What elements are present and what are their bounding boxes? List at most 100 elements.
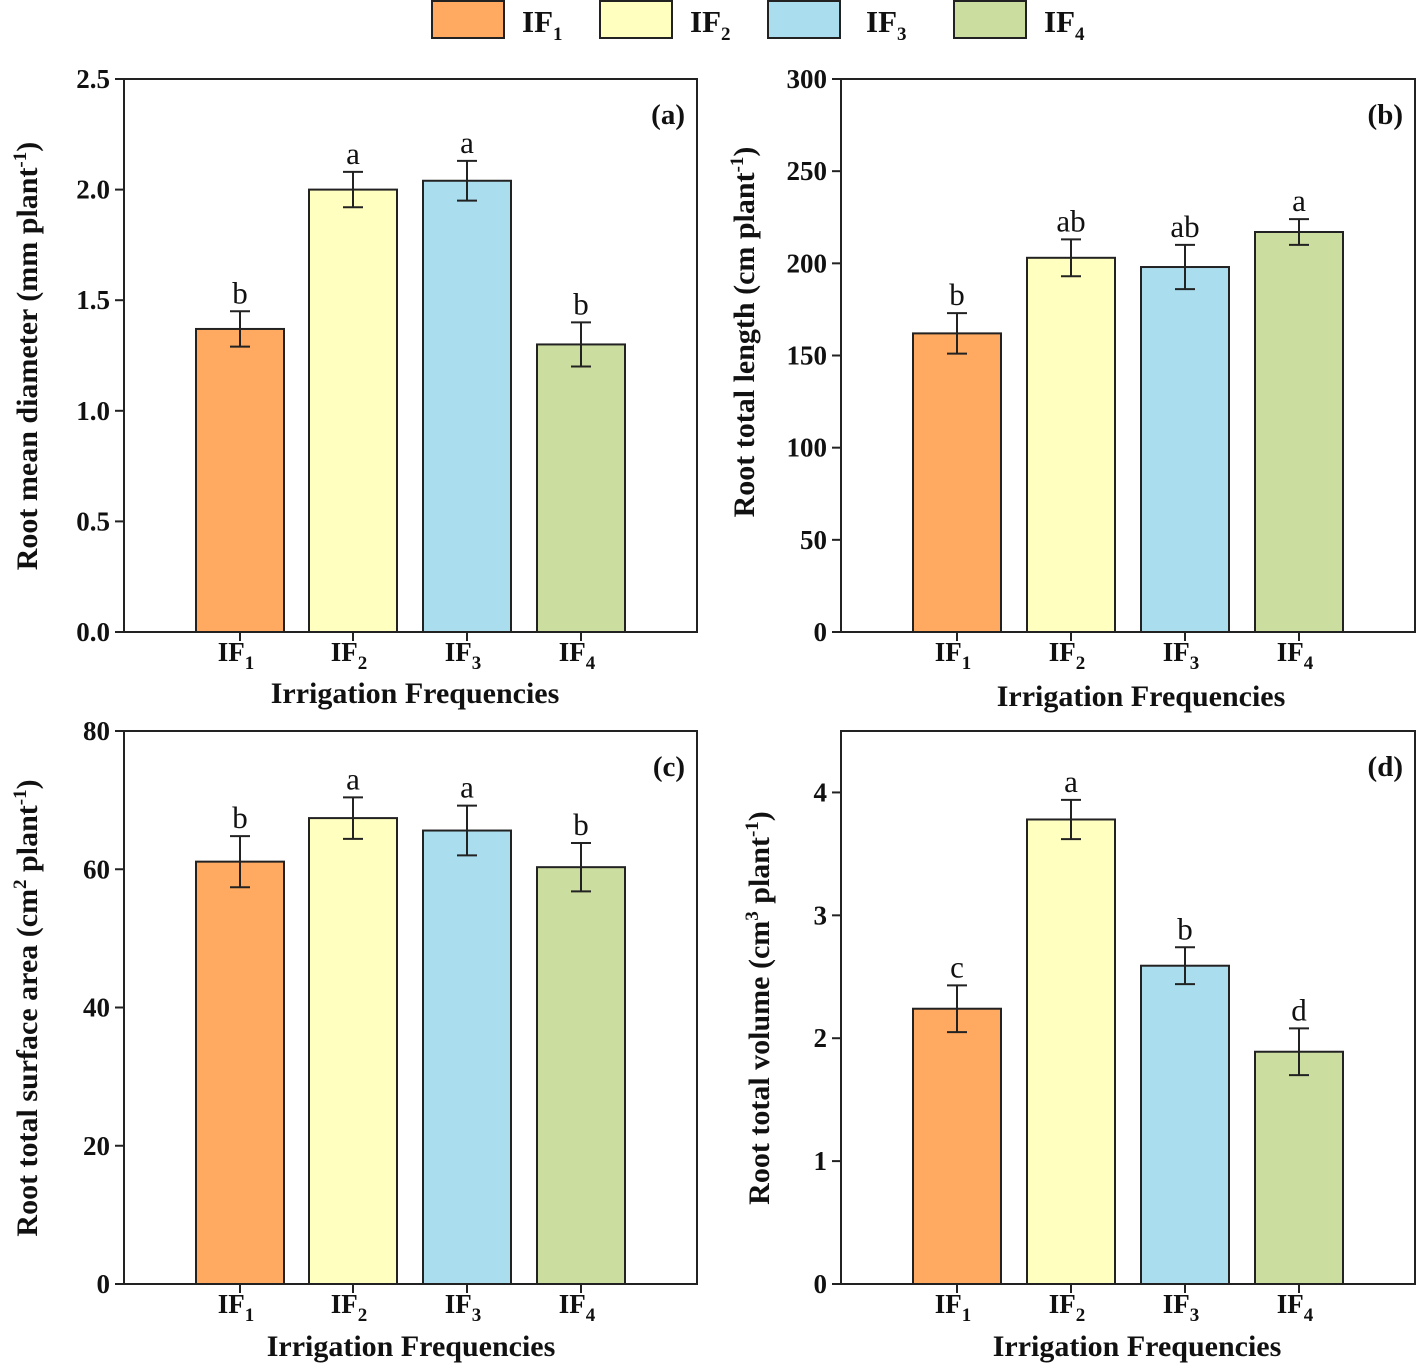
x-tick-label-IF2: IF2 <box>331 637 368 674</box>
legend-swatch-2 <box>599 0 673 39</box>
y-axis-title: Root mean diameter (mm plant-1) <box>10 142 44 571</box>
x-tick-label-IF1-base: IF <box>218 637 245 667</box>
y-tick-label: 0.5 <box>76 506 110 536</box>
significance-letter-IF1: b <box>232 275 248 310</box>
x-tick-label-IF3-sub: 3 <box>1190 1305 1200 1326</box>
significance-letter-IF2: ab <box>1056 203 1085 238</box>
bar-IF2 <box>1026 256 1116 633</box>
bar-IF4 <box>1254 230 1344 633</box>
x-tick-label-IF3-base: IF <box>1163 637 1190 667</box>
y-axis-title-mid: plant <box>743 837 776 911</box>
legend-swatch-3 <box>767 0 841 39</box>
y-tick-label: 4 <box>814 777 828 807</box>
bar-IF1 <box>912 332 1002 633</box>
significance-letter-IF2: a <box>346 136 360 171</box>
x-axis-title: Irrigation Frequencies <box>267 1330 556 1363</box>
y-axis-title-mid: plant <box>11 805 44 879</box>
x-tick-label-IF4-base: IF <box>1277 637 1304 667</box>
x-tick-label-IF2-sub: 2 <box>1076 1305 1086 1326</box>
y-tick-label: 2.5 <box>76 64 110 94</box>
bar-IF4 <box>536 343 626 633</box>
significance-letter-IF3: b <box>1177 911 1193 946</box>
y-tick-label: 300 <box>787 64 828 94</box>
y-tick-label: 2.0 <box>76 175 110 205</box>
y-tick-label: 1 <box>814 1146 828 1176</box>
x-axis-title: Irrigation Frequencies <box>993 1330 1282 1363</box>
x-tick-label-IF2-base: IF <box>1049 1289 1076 1319</box>
y-tick-label: 20 <box>83 1131 110 1161</box>
y-axis-title-text: Root total surface area (cm <box>11 889 44 1237</box>
x-tick-label-IF1: IF1 <box>218 637 255 674</box>
legend-swatch-4 <box>953 0 1027 39</box>
legend-label-4: IF4 <box>1044 4 1085 45</box>
x-tick-label-IF4-base: IF <box>559 637 586 667</box>
bar-IF2 <box>308 817 398 1285</box>
y-tick-label: 200 <box>787 248 828 278</box>
y-axis-title-sup: 2 <box>10 879 31 889</box>
x-tick-label-IF4-sub: 4 <box>1304 1305 1314 1326</box>
legend-label-1: IF1 <box>522 4 563 45</box>
y-tick-label: 80 <box>83 716 110 746</box>
bar-IF2 <box>1026 818 1116 1285</box>
x-tick-label-IF4: IF4 <box>1277 637 1314 674</box>
bar-IF1 <box>195 860 285 1285</box>
y-axis-title-sup2: -1 <box>10 789 31 805</box>
panel-label: (d) <box>1368 751 1403 783</box>
y-tick-label: 0 <box>97 1269 111 1299</box>
x-tick-label-IF4-sub: 4 <box>1304 653 1314 674</box>
panel-label: (b) <box>1368 99 1403 131</box>
x-tick-label-IF2-sub: 2 <box>358 653 368 674</box>
x-tick-label-IF4-sub: 4 <box>586 1305 596 1326</box>
legend-label-3-sub: 3 <box>897 24 907 45</box>
legend-label-2-base: IF <box>690 4 721 39</box>
significance-letter-IF1: b <box>949 277 965 312</box>
x-tick-label-IF4: IF4 <box>559 637 596 674</box>
x-tick-label-IF4-base: IF <box>559 1289 586 1319</box>
legend-label-3: IF3 <box>866 4 907 45</box>
x-tick-label-IF2-base: IF <box>331 1289 358 1319</box>
y-axis-title-sup: -1 <box>727 157 748 173</box>
x-tick-label-IF1: IF1 <box>935 637 972 674</box>
x-tick-label-IF4-base: IF <box>1277 1289 1304 1319</box>
y-tick-label: 0.0 <box>76 617 110 647</box>
x-tick-label-IF4: IF4 <box>1277 1289 1314 1326</box>
legend-label-4-base: IF <box>1044 4 1075 39</box>
y-tick-label: 1.0 <box>76 396 110 426</box>
y-axis-title-close: ) <box>11 142 44 152</box>
panel-label: (a) <box>651 99 685 131</box>
y-tick-label: 100 <box>787 433 828 463</box>
x-tick-label-IF1-sub: 1 <box>245 1305 255 1326</box>
significance-letter-IF4: b <box>573 807 589 842</box>
x-tick-label-IF2-base: IF <box>331 637 358 667</box>
x-tick-label-IF3-base: IF <box>1163 1289 1190 1319</box>
significance-letter-IF4: d <box>1291 992 1307 1027</box>
y-tick-label: 250 <box>787 156 828 186</box>
x-tick-label-IF1: IF1 <box>935 1289 972 1326</box>
y-axis-title-close: ) <box>11 779 44 789</box>
significance-letter-IF3: ab <box>1170 209 1199 244</box>
significance-letter-IF3: a <box>460 125 474 160</box>
bar-IF4 <box>536 866 626 1286</box>
y-tick-label: 2 <box>814 1023 828 1053</box>
x-tick-label-IF2-base: IF <box>1049 637 1076 667</box>
plot-frame <box>840 730 1416 1285</box>
x-tick-label-IF3-sub: 3 <box>1190 653 1200 674</box>
y-tick-label: 3 <box>814 900 828 930</box>
y-axis-title-text: Root total length (cm plant <box>728 172 761 517</box>
x-tick-label-IF2-sub: 2 <box>1076 653 1086 674</box>
bar-IF2 <box>308 188 398 633</box>
x-tick-label-IF1-base: IF <box>935 1289 962 1319</box>
y-axis-title-sup: 3 <box>742 911 763 921</box>
x-tick-label-IF2: IF2 <box>331 1289 368 1326</box>
y-axis-title-close: ) <box>728 147 761 157</box>
legend-label-4-sub: 4 <box>1075 24 1085 45</box>
bar-IF4 <box>1254 1050 1344 1285</box>
significance-letter-IF4: a <box>1292 183 1306 218</box>
y-tick-label: 1.5 <box>76 285 110 315</box>
y-tick-label: 150 <box>787 341 828 371</box>
y-tick-label: 0 <box>814 617 828 647</box>
x-tick-label-IF3: IF3 <box>445 1289 482 1326</box>
legend-label-2-sub: 2 <box>721 24 731 45</box>
